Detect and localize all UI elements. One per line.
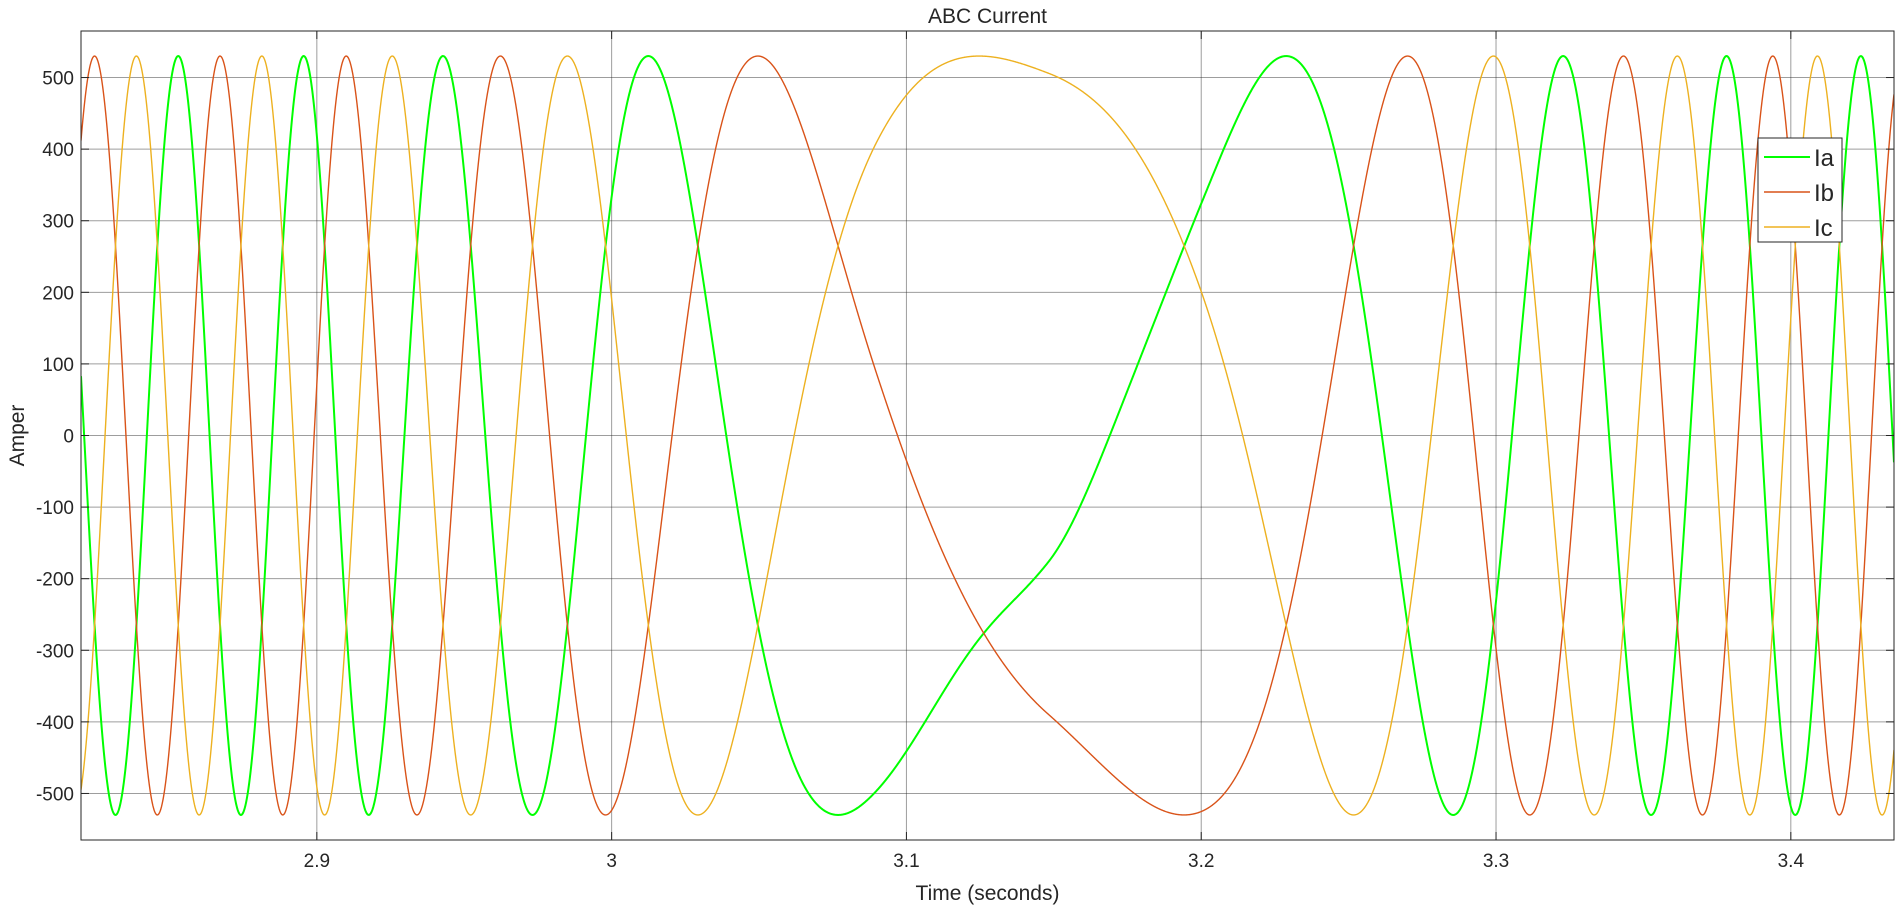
- x-axis: 2.9 3 3.1 3.2 3.3 3.4: [304, 31, 1805, 872]
- y-tick-label: 400: [42, 140, 74, 161]
- legend-label-ib: Ib: [1814, 180, 1834, 207]
- x-tick-label: 2.9: [304, 851, 330, 872]
- legend-label-ic: Ic: [1814, 215, 1833, 242]
- y-tick-label: -100: [36, 498, 74, 519]
- legend-box: [1757, 137, 1843, 243]
- x-tick-label: 3.3: [1483, 851, 1509, 872]
- y-tick-label: -300: [36, 641, 74, 662]
- legend: Ia Ib Ic: [1757, 137, 1843, 243]
- series-line-ia: [81, 55, 1894, 816]
- y-tick-label: 100: [42, 355, 74, 376]
- y-tick-label: 500: [42, 69, 74, 90]
- y-tick-label: -500: [36, 784, 74, 805]
- series-line-ic: [81, 55, 1894, 816]
- series-layer: [81, 55, 1894, 816]
- x-axis-title: Time (seconds): [916, 882, 1060, 905]
- x-tick-label: 3.1: [893, 851, 919, 872]
- plot-area: [81, 31, 1894, 840]
- x-tick-label: 3.2: [1188, 851, 1214, 872]
- x-tick-label: 3: [606, 851, 617, 872]
- y-axis-title: Amper: [6, 405, 29, 467]
- legend-label-ia: Ia: [1814, 145, 1835, 172]
- grid: [81, 31, 1894, 840]
- y-tick-label: -400: [36, 713, 74, 734]
- x-tick-label: 3.4: [1778, 851, 1805, 872]
- chart-title: ABC Current: [928, 5, 1047, 28]
- y-tick-label: 0: [63, 427, 74, 448]
- y-tick-label: 300: [42, 212, 74, 233]
- y-tick-label: -200: [36, 570, 74, 591]
- y-tick-label: 200: [42, 283, 74, 304]
- y-axis: 500 400 300 200 100 0 -100 -200 -300 -400 -500: [36, 69, 1894, 805]
- series-line-ib: [81, 55, 1894, 816]
